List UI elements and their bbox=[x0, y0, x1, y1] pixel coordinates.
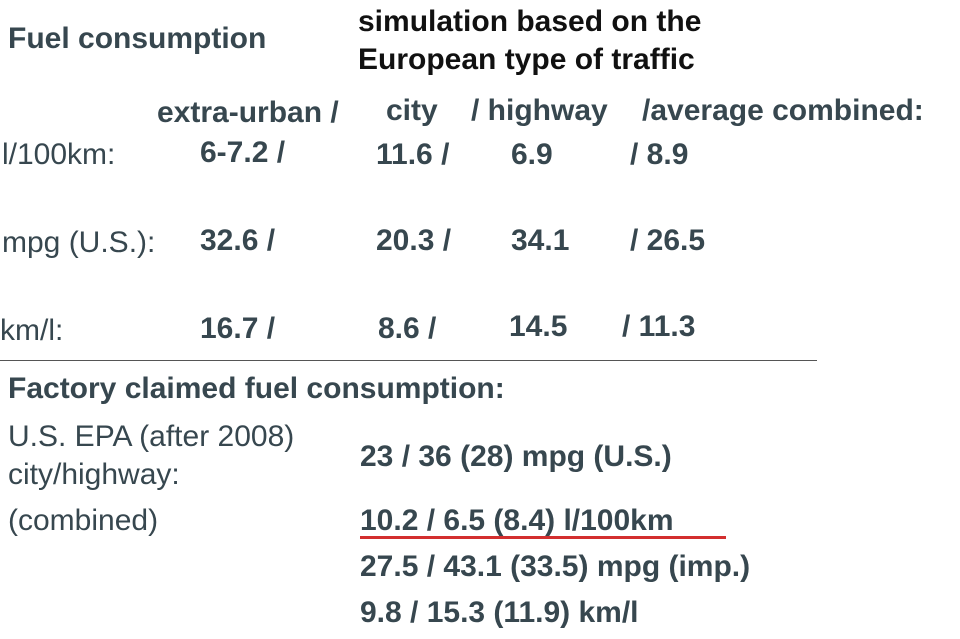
simulation-note-line-2: European type of traffic bbox=[358, 43, 695, 76]
table-cell: / 8.9 bbox=[630, 138, 689, 171]
table-cell: 6-7.2 / bbox=[200, 136, 286, 169]
factory-value-km-per-l: 9.8 / 15.3 (11.9) km/l bbox=[360, 596, 639, 629]
factory-label-epa: U.S. EPA (after 2008) bbox=[8, 420, 295, 453]
table-cell: 34.1 bbox=[511, 224, 570, 257]
section-divider bbox=[0, 360, 817, 361]
factory-value-mpg-us: 23 / 36 (28) mpg (U.S.) bbox=[360, 440, 672, 473]
factory-value-l-per-100km: 10.2 / 6.5 (8.4) l/100km bbox=[360, 504, 674, 537]
section-title: Fuel consumption bbox=[8, 22, 267, 55]
column-header-extra-urban: extra-urban / bbox=[157, 96, 339, 129]
table-cell: 11.6 / bbox=[376, 138, 450, 171]
factory-label-combined: (combined) bbox=[8, 504, 159, 537]
table-cell: 16.7 / bbox=[200, 312, 276, 345]
factory-value-mpg-imp: 27.5 / 43.1 (33.5) mpg (imp.) bbox=[360, 550, 751, 583]
column-header-highway: / highway bbox=[471, 94, 608, 127]
highlight-underline bbox=[360, 536, 726, 539]
factory-claimed-title: Factory claimed fuel consumption: bbox=[8, 372, 505, 405]
row-label-l-per-100km: l/100km: bbox=[2, 138, 116, 171]
row-label-mpg-us: mpg (U.S.): bbox=[2, 226, 156, 259]
table-cell: 20.3 / bbox=[376, 224, 452, 257]
table-cell: / 11.3 bbox=[622, 310, 696, 343]
column-header-city: city bbox=[386, 94, 438, 127]
table-cell: 6.9 bbox=[511, 138, 553, 171]
factory-label-city-highway: city/highway: bbox=[8, 458, 180, 491]
simulation-note-line-1: simulation based on the bbox=[358, 5, 702, 38]
table-cell: 8.6 / bbox=[378, 312, 437, 345]
table-cell: / 26.5 bbox=[630, 224, 706, 257]
table-cell: 32.6 / bbox=[200, 224, 276, 257]
column-header-average-combined: /average combined: bbox=[642, 94, 924, 127]
row-label-km-per-l: km/l: bbox=[0, 314, 64, 347]
table-cell: 14.5 bbox=[509, 310, 568, 343]
